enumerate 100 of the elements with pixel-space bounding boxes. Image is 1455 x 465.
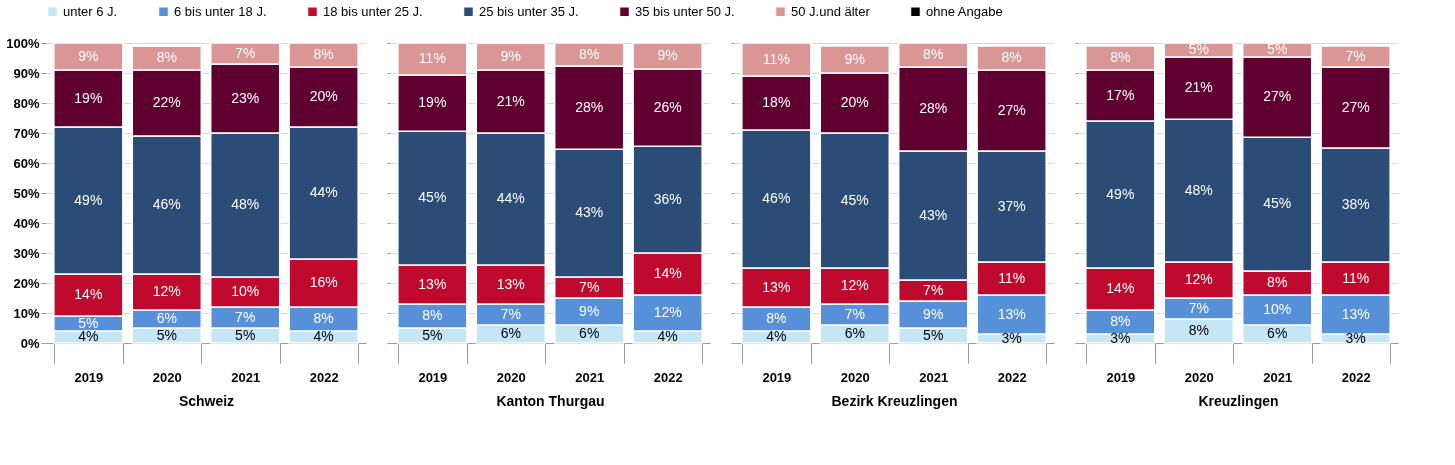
data-label: 6% bbox=[579, 325, 600, 341]
data-label: 8% bbox=[1267, 274, 1288, 290]
data-label: 3% bbox=[1345, 329, 1366, 346]
data-label: 10% bbox=[1263, 301, 1292, 317]
data-label: 28% bbox=[919, 100, 948, 116]
data-label: 11% bbox=[1342, 269, 1370, 286]
data-label: 5% bbox=[422, 326, 443, 343]
x-tick-label: 2022 bbox=[997, 369, 1027, 385]
data-label: 8% bbox=[766, 310, 787, 326]
data-label: 8% bbox=[1110, 313, 1131, 329]
data-label: 7% bbox=[844, 305, 865, 322]
data-label: 9% bbox=[579, 302, 600, 319]
data-label: 13% bbox=[997, 305, 1026, 322]
y-tick-label: 60% bbox=[13, 155, 40, 171]
x-tick-label: 2021 bbox=[919, 369, 949, 385]
data-label: 27% bbox=[997, 101, 1026, 118]
data-label: 11% bbox=[998, 269, 1026, 286]
legend-label: 18 bis unter 25 J. bbox=[323, 3, 423, 19]
data-label: 28% bbox=[575, 98, 604, 115]
y-tick-label: 100% bbox=[6, 35, 40, 51]
legend-label: 50 J.und älter bbox=[791, 3, 871, 19]
data-label: 7% bbox=[235, 308, 256, 325]
y-tick-label: 90% bbox=[13, 65, 40, 81]
data-label: 8% bbox=[422, 307, 443, 323]
data-label: 12% bbox=[840, 277, 869, 293]
x-tick-label: 2021 bbox=[231, 369, 261, 385]
x-axis-title: Bezirk Kreuzlingen bbox=[831, 392, 958, 409]
data-label: 38% bbox=[1341, 196, 1370, 212]
data-label: 21% bbox=[1184, 79, 1213, 96]
data-label: 14% bbox=[653, 265, 682, 281]
y-tick-label: 0% bbox=[20, 335, 40, 351]
data-label: 6% bbox=[1267, 325, 1288, 341]
data-label: 4% bbox=[78, 328, 99, 344]
data-label: 9% bbox=[844, 50, 865, 67]
legend-label: 6 bis unter 18 J. bbox=[174, 3, 267, 19]
data-label: 8% bbox=[1110, 49, 1131, 65]
data-label: 6% bbox=[844, 325, 865, 341]
x-tick-label: 2022 bbox=[653, 369, 683, 385]
data-label: 49% bbox=[1106, 185, 1135, 202]
data-label: 9% bbox=[500, 47, 521, 64]
data-label: 8% bbox=[313, 310, 334, 326]
x-tick-label: 2019 bbox=[1106, 369, 1136, 385]
data-label: 3% bbox=[1001, 329, 1022, 346]
data-label: 48% bbox=[1184, 181, 1213, 198]
x-tick-label: 2020 bbox=[496, 369, 526, 385]
y-tick-label: 10% bbox=[13, 305, 40, 321]
legend-label: unter 6 J. bbox=[63, 3, 118, 19]
data-label: 46% bbox=[762, 190, 791, 206]
data-label: 7% bbox=[500, 305, 521, 322]
data-label: 13% bbox=[762, 278, 791, 295]
data-label: 45% bbox=[840, 191, 869, 208]
data-label: 19% bbox=[74, 89, 103, 106]
data-label: 5% bbox=[923, 326, 944, 343]
data-label: 19% bbox=[418, 94, 447, 111]
data-label: 5% bbox=[235, 326, 256, 343]
data-label: 43% bbox=[575, 204, 604, 221]
y-tick-label: 50% bbox=[13, 185, 40, 201]
data-label: 12% bbox=[1184, 271, 1213, 287]
y-tick-label: 40% bbox=[13, 215, 40, 231]
data-label: 7% bbox=[579, 278, 600, 295]
data-label: 9% bbox=[657, 47, 678, 64]
data-label: 44% bbox=[309, 184, 338, 200]
data-label: 11% bbox=[418, 50, 446, 67]
data-label: 6% bbox=[500, 325, 521, 341]
data-label: 3% bbox=[1110, 329, 1131, 346]
data-label: 21% bbox=[496, 92, 525, 109]
x-tick-label: 2019 bbox=[74, 369, 104, 385]
data-label: 43% bbox=[919, 206, 948, 223]
data-label: 49% bbox=[74, 191, 103, 208]
data-label: 7% bbox=[235, 44, 256, 61]
data-label: 20% bbox=[840, 94, 869, 110]
data-label: 4% bbox=[657, 328, 678, 344]
data-label: 7% bbox=[1345, 47, 1366, 64]
data-label: 8% bbox=[1001, 49, 1022, 65]
data-label: 44% bbox=[496, 190, 525, 206]
data-label: 13% bbox=[418, 275, 447, 292]
data-label: 20% bbox=[309, 88, 338, 104]
data-label: 18% bbox=[762, 94, 791, 110]
data-label: 16% bbox=[309, 274, 338, 290]
data-label: 9% bbox=[923, 305, 944, 322]
y-tick-label: 80% bbox=[13, 95, 40, 111]
data-label: 26% bbox=[653, 98, 682, 115]
data-label: 45% bbox=[418, 189, 447, 206]
data-label: 5% bbox=[1188, 41, 1209, 58]
data-label: 13% bbox=[496, 275, 525, 292]
data-label: 8% bbox=[579, 45, 600, 62]
data-label: 27% bbox=[1341, 98, 1370, 115]
data-label: 46% bbox=[152, 196, 181, 212]
data-label: 13% bbox=[1341, 305, 1370, 322]
x-tick-label: 2021 bbox=[575, 369, 605, 385]
legend-label: 25 bis unter 35 J. bbox=[479, 3, 579, 19]
data-label: 5% bbox=[1267, 41, 1288, 58]
data-label: 14% bbox=[74, 286, 103, 302]
legend-label: 35 bis unter 50 J. bbox=[635, 3, 735, 19]
data-label: 36% bbox=[653, 190, 682, 207]
data-label: 37% bbox=[997, 197, 1026, 214]
data-label: 14% bbox=[1106, 280, 1135, 296]
data-label: 27% bbox=[1263, 88, 1292, 105]
data-label: 11% bbox=[762, 50, 790, 67]
x-tick-label: 2020 bbox=[840, 369, 870, 385]
